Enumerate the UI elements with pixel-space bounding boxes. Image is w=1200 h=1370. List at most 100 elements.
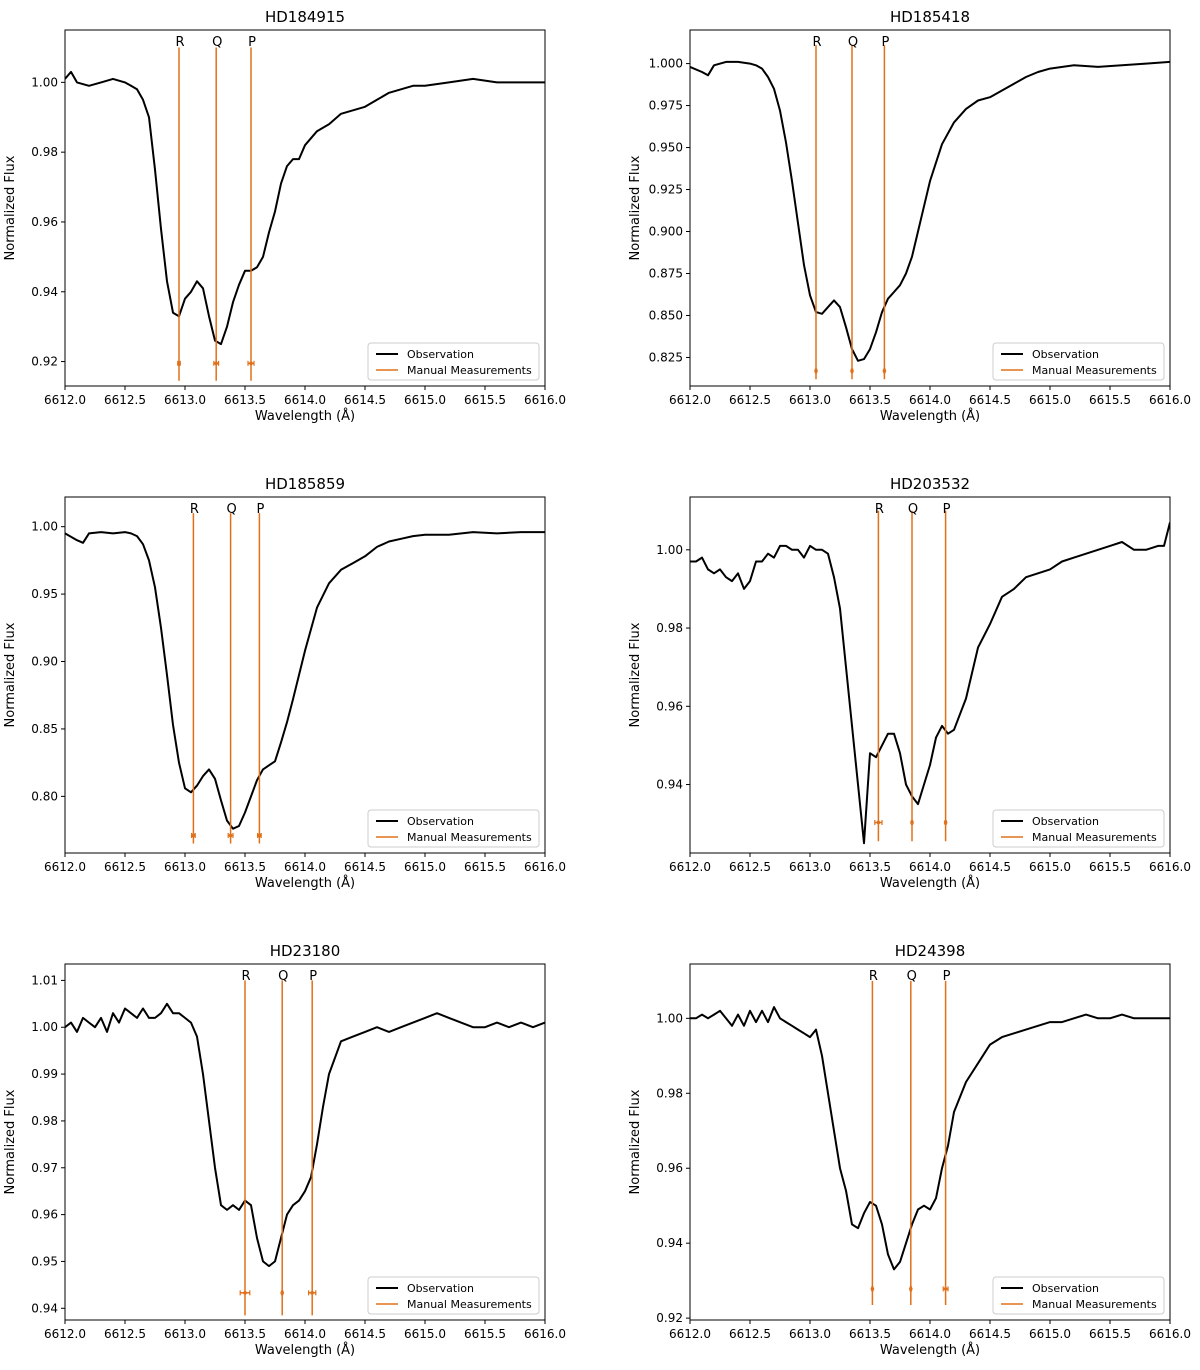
y-axis-label: Normalized Flux [628, 622, 643, 727]
measurement-marker [257, 833, 262, 838]
measurement-label: Q [907, 969, 917, 984]
legend-box [992, 342, 1165, 381]
y-tick-label: 0.925 [649, 183, 683, 197]
x-tick-label: 6612.5 [729, 393, 771, 407]
x-tick-label: 6614.0 [909, 1327, 951, 1341]
x-tick-label: 6612.0 [669, 1327, 711, 1341]
axes-frame [689, 496, 1171, 854]
measurement-marker [882, 369, 887, 373]
axes-frame [64, 963, 546, 1321]
measurement-marker [850, 369, 854, 373]
y-axis-label: Normalized Flux [628, 1089, 643, 1194]
legend-observation-label: Observation [407, 1282, 474, 1295]
y-tick-label: 0.99 [31, 1067, 58, 1081]
y-tick-label: 0.950 [649, 141, 683, 155]
chart-panel: HD185859 6612.0 6612.5 6613.0 6613.5 6614.0 66… [3, 475, 566, 891]
y-tick-label: 1.01 [31, 973, 58, 987]
y-tick-label: 0.94 [656, 1236, 683, 1250]
axes-frame [689, 963, 1171, 1321]
x-tick-label: 6613.0 [164, 393, 206, 407]
x-tick-label: 6615.0 [1029, 1327, 1071, 1341]
x-tick-label: 6616.0 [524, 1327, 566, 1341]
x-tick-label: 6615.0 [404, 1327, 446, 1341]
x-tick-label: 6612.0 [669, 393, 711, 407]
legend-measurement-label: Manual Measurements [407, 1298, 532, 1311]
x-tick-label: 6614.5 [344, 860, 386, 874]
y-tick-label: 0.95 [31, 1254, 58, 1268]
observation-line [65, 70, 545, 346]
measurement-marker [310, 1291, 315, 1295]
measurement-marker [228, 833, 233, 838]
x-tick-label: 6614.5 [969, 393, 1011, 407]
y-tick-label: 1.000 [649, 57, 683, 71]
y-tick-label: 0.80 [31, 789, 58, 803]
legend-box [992, 809, 1165, 848]
x-axis-label: Wavelength (Å) [880, 1342, 980, 1358]
axes-frame [64, 496, 546, 854]
x-tick-label: 6616.0 [1149, 860, 1191, 874]
measurement-label: Q [226, 502, 236, 517]
y-tick-label: 0.900 [649, 225, 683, 239]
observation-line [690, 60, 1170, 362]
x-tick-label: 6614.0 [284, 860, 326, 874]
x-tick-label: 6613.0 [789, 860, 831, 874]
measurement-label: P [943, 502, 951, 517]
legend-observation-label: Observation [1032, 348, 1099, 361]
chart-title: HD184915 [265, 8, 345, 26]
x-tick-label: 6612.0 [669, 860, 711, 874]
x-tick-label: 6613.5 [224, 393, 266, 407]
chart-title: HD203532 [890, 475, 970, 493]
x-tick-label: 6614.0 [909, 860, 951, 874]
chart-panel: HD24398 6612.0 6612.5 6613.0 6613.5 6614.0 661… [628, 942, 1191, 1358]
x-tick-label: 6614.5 [344, 393, 386, 407]
x-tick-label: 6613.5 [849, 393, 891, 407]
x-axis-label: Wavelength (Å) [255, 1342, 355, 1358]
legend-observation-label: Observation [1032, 815, 1099, 828]
y-axis-label: Normalized Flux [3, 1089, 18, 1194]
x-tick-label: 6615.5 [1089, 860, 1131, 874]
x-axis-label: Wavelength (Å) [880, 875, 980, 891]
legend-observation-label: Observation [1032, 1282, 1099, 1295]
measurement-marker [214, 361, 218, 366]
chart-title: HD24398 [895, 942, 966, 960]
x-tick-label: 6613.5 [224, 1327, 266, 1341]
plot-area [690, 522, 1170, 845]
y-tick-label: 0.92 [656, 1311, 683, 1325]
axes-frame [689, 29, 1171, 387]
measurement-label: R [190, 502, 199, 517]
measurement-label: R [812, 35, 821, 50]
x-axis-label: Wavelength (Å) [255, 408, 355, 424]
x-tick-label: 6616.0 [524, 393, 566, 407]
plot-area [65, 531, 545, 830]
chart-title: HD185418 [890, 8, 970, 26]
x-tick-label: 6616.0 [1149, 393, 1191, 407]
measurement-label: P [248, 35, 256, 50]
x-tick-label: 6613.0 [789, 393, 831, 407]
y-tick-label: 0.96 [656, 1161, 683, 1175]
measurement-label: P [256, 502, 264, 517]
y-tick-label: 0.94 [656, 778, 683, 792]
plot-area [690, 60, 1170, 362]
x-axis-label: Wavelength (Å) [255, 875, 355, 891]
x-tick-label: 6613.0 [164, 1327, 206, 1341]
legend-box [367, 809, 540, 848]
legend-measurement-label: Manual Measurements [407, 831, 532, 844]
y-tick-label: 0.96 [656, 699, 683, 713]
x-tick-label: 6612.5 [104, 1327, 146, 1341]
y-tick-label: 1.00 [31, 1020, 58, 1034]
x-tick-label: 6614.5 [344, 1327, 386, 1341]
measurement-label: P [881, 35, 889, 50]
y-tick-label: 0.975 [649, 99, 683, 113]
x-tick-label: 6614.0 [284, 393, 326, 407]
x-tick-label: 6615.5 [464, 393, 506, 407]
x-tick-label: 6613.5 [224, 860, 266, 874]
measurement-label: R [175, 35, 184, 50]
measurement-marker [249, 361, 253, 366]
x-tick-label: 6615.0 [1029, 860, 1071, 874]
chart-panel: HD185418 6612.0 6612.5 6613.0 6613.5 6614.0 66… [628, 8, 1191, 424]
x-tick-label: 6615.5 [1089, 1327, 1131, 1341]
y-tick-label: 0.96 [31, 215, 58, 229]
measurement-label: P [943, 969, 951, 984]
x-tick-label: 6612.0 [44, 1327, 86, 1341]
x-tick-label: 6612.5 [104, 393, 146, 407]
